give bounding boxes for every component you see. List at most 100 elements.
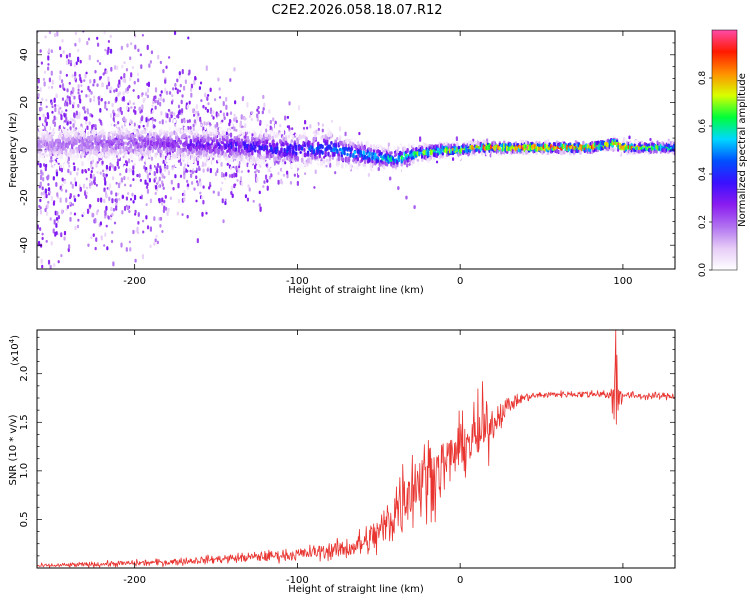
spectrogram-cell (56, 31, 59, 37)
spectrogram-cell (191, 154, 194, 158)
spectrogram-cell (96, 59, 99, 63)
spectrogram-cell (170, 111, 174, 115)
spectrogram-cell (366, 140, 370, 147)
spectrogram-cell (124, 141, 127, 145)
spectrogram-cell (248, 187, 251, 192)
spectrogram-cell (328, 136, 331, 140)
spectrogram-cell (157, 54, 160, 60)
spectrogram-cell (149, 168, 152, 172)
spectrogram-cell (48, 31, 52, 35)
spectrogram-cell (157, 184, 160, 188)
spectrogram-cell (38, 185, 41, 189)
spectrogram-cell (51, 110, 54, 114)
spectrogram-cell (108, 166, 112, 170)
spectrogram-cell (147, 140, 150, 146)
spectrogram-cell (311, 154, 314, 160)
spectrogram-cell (179, 174, 183, 178)
spectrogram-cell (129, 247, 132, 252)
spectrogram-cell (303, 148, 306, 152)
spectrogram-cell (57, 104, 60, 108)
spectrogram-cell (240, 155, 244, 160)
spectrogram-cell (288, 101, 291, 106)
spectrogram-cell (179, 83, 182, 88)
spectrogram-cell (168, 117, 171, 123)
spectrogram-cell (85, 116, 88, 122)
spectrogram-cell (217, 116, 220, 121)
spectrogram-cell (87, 210, 90, 213)
spectrogram-cell (318, 153, 321, 159)
spectrogram-cell (170, 131, 173, 137)
spectrogram-cell (233, 67, 236, 72)
spectrogram-cell (74, 31, 77, 36)
spectrogram-cell (137, 212, 140, 217)
spectrogram-cell (60, 288, 62, 292)
spectrogram-cell (144, 92, 148, 96)
spectrogram-cell (42, 77, 46, 81)
spectrogram-cell (79, 117, 83, 123)
spectrogram-cell (210, 154, 213, 158)
spectrogram-cell (274, 120, 277, 125)
spectrogram-cell (199, 81, 203, 85)
spectrogram-cell (72, 123, 75, 128)
spectrogram-cell (126, 90, 129, 94)
spectrogram-cell (412, 143, 415, 148)
spectrogram-cell (209, 111, 212, 115)
spectrogram-cell (111, 230, 114, 234)
spectrogram-cell (98, 135, 102, 140)
spectrogram-cell (330, 146, 333, 150)
spectrogram-cell (96, 83, 99, 87)
spectrogram-cell (224, 126, 228, 132)
spectrogram-cell (82, 31, 85, 33)
spectrogram-cell (179, 140, 182, 144)
spectrogram-cell (196, 156, 200, 162)
spectrogram-cell (166, 164, 169, 170)
spectrogram-cell (459, 140, 462, 145)
spectrogram-cell (218, 96, 222, 99)
spectrogram-cell (269, 125, 272, 130)
spectrogram-cell (105, 84, 109, 90)
spectrogram-cell (435, 136, 439, 142)
spectrogram-cell (76, 171, 79, 176)
spectrogram-cell (161, 183, 164, 187)
spectrogram-cell (40, 106, 43, 111)
spectrogram-cell (126, 205, 130, 211)
spectrogram-cell (180, 108, 184, 114)
spectrogram-cell (289, 181, 293, 185)
spectrogram-cell (60, 188, 63, 192)
spectrogram-cell (405, 195, 408, 200)
spectrogram-cell (346, 138, 349, 143)
spectrogram-cell (124, 118, 127, 124)
spectrogram-cell (39, 198, 42, 203)
spectrogram-cell (86, 191, 89, 195)
spectrogram-cell (426, 151, 430, 157)
spectrogram-cell (123, 72, 126, 79)
spectrogram-cell (136, 145, 140, 149)
spectrogram-cell (183, 174, 186, 180)
spectrogram-cell (131, 192, 134, 197)
spectrogram-cell (153, 216, 156, 221)
spectrogram-cell (115, 205, 118, 211)
spectrogram-cell (53, 121, 57, 128)
spectrogram-cell (255, 137, 258, 142)
spectrogram-cell (51, 105, 54, 109)
spectrogram-cell (39, 206, 42, 210)
spectrogram-cell (68, 52, 71, 58)
spectrogram-cell (183, 193, 186, 197)
spectrogram-cell (150, 120, 153, 124)
spectrogram-cell (297, 105, 301, 111)
spectrogram-cell (113, 130, 116, 134)
spectrogram-cell (193, 165, 197, 171)
spectrogram-cell (37, 92, 40, 98)
spectrogram-cell (102, 169, 105, 173)
spectrogram-cell (259, 119, 262, 125)
spectrogram-cell (352, 142, 355, 148)
spectrogram-cell (45, 239, 48, 243)
spectrogram-cell (71, 118, 74, 122)
spectrogram-cell (61, 209, 64, 215)
spectrogram-cell (56, 192, 59, 197)
spectrogram-cell (113, 124, 116, 127)
spectrogram-cell (209, 168, 212, 174)
spectrogram-cell (60, 79, 64, 84)
spectrogram-cell (127, 151, 130, 155)
spectrogram-cell (91, 142, 94, 146)
